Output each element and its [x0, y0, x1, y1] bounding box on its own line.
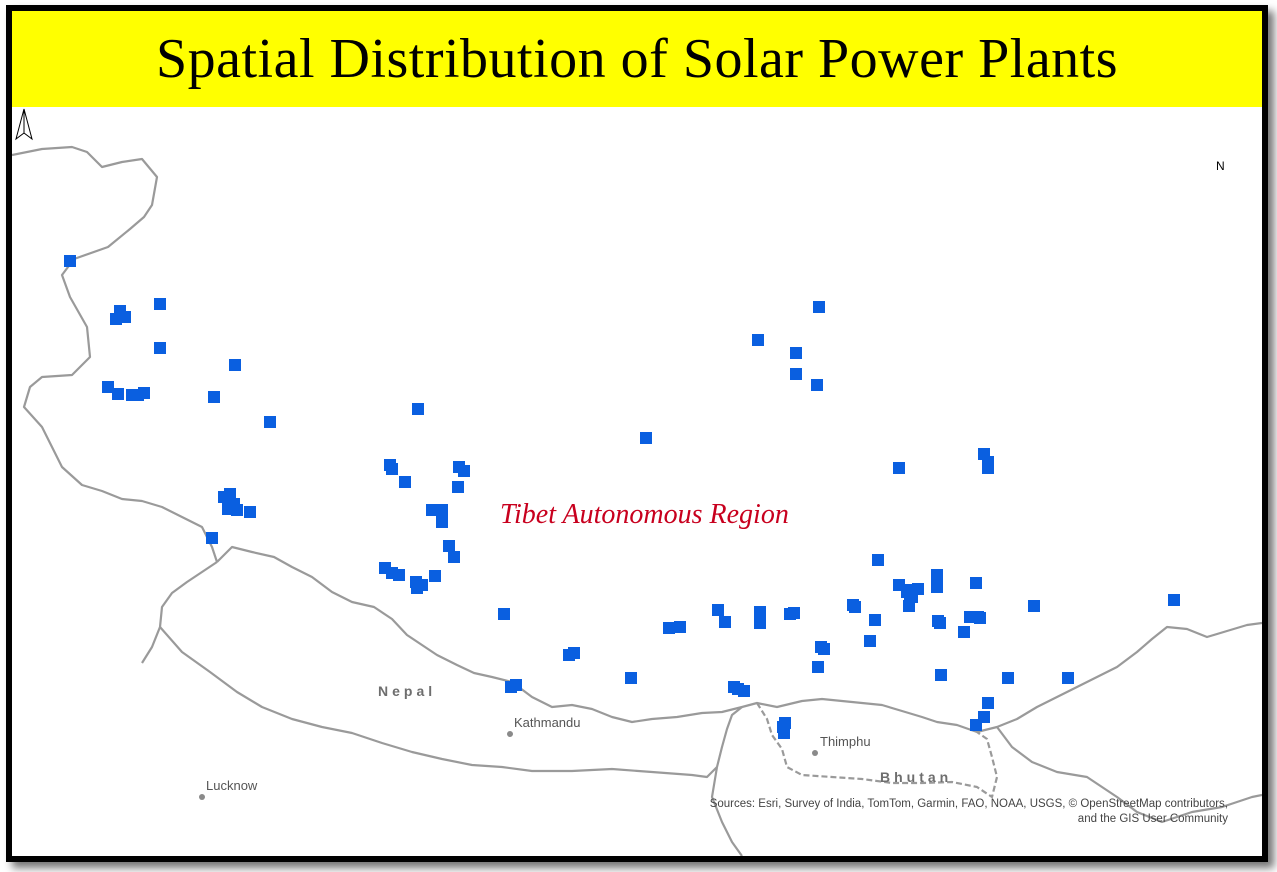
north-arrow-icon	[15, 108, 33, 141]
boundary-india-northeast	[996, 726, 1262, 824]
solar-plant-marker[interactable]	[970, 577, 982, 589]
solar-plant-marker[interactable]	[1002, 672, 1014, 684]
solar-plant-marker[interactable]	[399, 476, 411, 488]
solar-plant-marker[interactable]	[458, 465, 470, 477]
boundary-tibet-south	[216, 545, 1262, 734]
solar-plant-marker[interactable]	[393, 569, 405, 581]
solar-plant-marker[interactable]	[1028, 600, 1040, 612]
solar-plant-marker[interactable]	[206, 532, 218, 544]
city-dot-lucknow	[199, 794, 205, 800]
solar-plant-marker[interactable]	[864, 635, 876, 647]
solar-plant-marker[interactable]	[498, 608, 510, 620]
solar-plant-marker[interactable]	[640, 432, 652, 444]
solar-plant-marker[interactable]	[154, 342, 166, 354]
title-bar: Spatial Distribution of Solar Power Plan…	[12, 11, 1262, 107]
solar-plant-marker[interactable]	[1062, 672, 1074, 684]
region-label: Tibet Autonomous Region	[500, 499, 789, 530]
solar-plant-marker[interactable]	[778, 727, 790, 739]
solar-plant-marker[interactable]	[386, 463, 398, 475]
solar-plant-marker[interactable]	[790, 347, 802, 359]
solar-plant-markers	[64, 255, 1180, 739]
solar-plant-marker[interactable]	[754, 617, 766, 629]
solar-plant-marker[interactable]	[663, 622, 675, 634]
solar-plant-marker[interactable]	[208, 391, 220, 403]
solar-plant-marker[interactable]	[1168, 594, 1180, 606]
map-svg	[12, 145, 1262, 856]
solar-plant-marker[interactable]	[982, 697, 994, 709]
solar-plant-marker[interactable]	[452, 481, 464, 493]
solar-plant-marker[interactable]	[436, 516, 448, 528]
solar-plant-marker[interactable]	[958, 626, 970, 638]
boundary-nepal-west	[141, 561, 218, 664]
solar-plant-marker[interactable]	[818, 643, 830, 655]
solar-plant-marker[interactable]	[264, 416, 276, 428]
solar-plant-marker[interactable]	[429, 570, 441, 582]
solar-plant-marker[interactable]	[754, 606, 766, 618]
city-label-lucknow: Lucknow	[206, 778, 258, 793]
solar-plant-marker[interactable]	[244, 506, 256, 518]
solar-plant-marker[interactable]	[790, 368, 802, 380]
boundary-nepal-south	[159, 626, 718, 779]
solar-plant-marker[interactable]	[416, 579, 428, 591]
solar-plant-marker[interactable]	[779, 717, 791, 729]
boundary-northwest	[12, 145, 219, 563]
solar-plant-marker[interactable]	[119, 311, 131, 323]
solar-plant-marker[interactable]	[228, 498, 240, 510]
map-canvas[interactable]: N Tibet Autonomous Region Nepal Bhutan K…	[12, 107, 1262, 856]
solar-plant-marker[interactable]	[964, 611, 976, 623]
north-label: N	[1216, 159, 1225, 173]
city-dot-thimphu	[812, 750, 818, 756]
solar-plant-marker[interactable]	[102, 381, 114, 393]
map-frame: Spatial Distribution of Solar Power Plan…	[6, 5, 1268, 862]
solar-plant-marker[interactable]	[64, 255, 76, 267]
solar-plant-marker[interactable]	[448, 551, 460, 563]
solar-plant-marker[interactable]	[443, 540, 455, 552]
solar-plant-marker[interactable]	[901, 586, 913, 598]
solar-plant-marker[interactable]	[568, 647, 580, 659]
solar-plant-marker[interactable]	[752, 334, 764, 346]
boundary-nepal-east	[715, 706, 743, 768]
solar-plant-marker[interactable]	[229, 359, 241, 371]
map-attribution: Sources: Esri, Survey of India, TomTom, …	[710, 797, 1228, 827]
solar-plant-marker[interactable]	[931, 569, 943, 581]
solar-plant-marker[interactable]	[931, 581, 943, 593]
solar-plant-marker[interactable]	[436, 504, 448, 516]
solar-plant-marker[interactable]	[982, 462, 994, 474]
solar-plant-marker[interactable]	[811, 379, 823, 391]
boundary-bhutan	[756, 702, 999, 799]
map-title: Spatial Distribution of Solar Power Plan…	[155, 28, 1119, 90]
solar-plant-marker[interactable]	[112, 388, 124, 400]
boundary-lines	[12, 145, 1262, 856]
solar-plant-marker[interactable]	[426, 504, 438, 516]
solar-plant-marker[interactable]	[813, 301, 825, 313]
solar-plant-marker[interactable]	[224, 488, 236, 500]
solar-plant-marker[interactable]	[788, 607, 800, 619]
solar-plant-marker[interactable]	[412, 403, 424, 415]
solar-plant-marker[interactable]	[738, 685, 750, 697]
city-label-thimphu: Thimphu	[820, 734, 871, 749]
solar-plant-marker[interactable]	[872, 554, 884, 566]
solar-plant-marker[interactable]	[712, 604, 724, 616]
solar-plant-marker[interactable]	[849, 601, 861, 613]
solar-plant-marker[interactable]	[719, 616, 731, 628]
solar-plant-marker[interactable]	[154, 298, 166, 310]
country-label-nepal: Nepal	[378, 683, 437, 699]
attribution-line-2: and the GIS User Community	[1077, 813, 1228, 825]
solar-plant-marker[interactable]	[974, 612, 986, 624]
solar-plant-marker[interactable]	[935, 669, 947, 681]
solar-plant-marker[interactable]	[869, 614, 881, 626]
solar-plant-marker[interactable]	[812, 661, 824, 673]
boundary-india-inner	[710, 766, 743, 856]
solar-plant-marker[interactable]	[674, 621, 686, 633]
solar-plant-marker[interactable]	[138, 387, 150, 399]
attribution-line-1: Sources: Esri, Survey of India, TomTom, …	[709, 798, 1228, 810]
solar-plant-marker[interactable]	[934, 617, 946, 629]
city-dot-kathmandu	[507, 731, 513, 737]
country-label-bhutan: Bhutan	[880, 769, 953, 785]
solar-plant-marker[interactable]	[970, 719, 982, 731]
solar-plant-marker[interactable]	[625, 672, 637, 684]
city-label-kathmandu: Kathmandu	[514, 715, 581, 730]
solar-plant-marker[interactable]	[510, 679, 522, 691]
solar-plant-marker[interactable]	[893, 462, 905, 474]
